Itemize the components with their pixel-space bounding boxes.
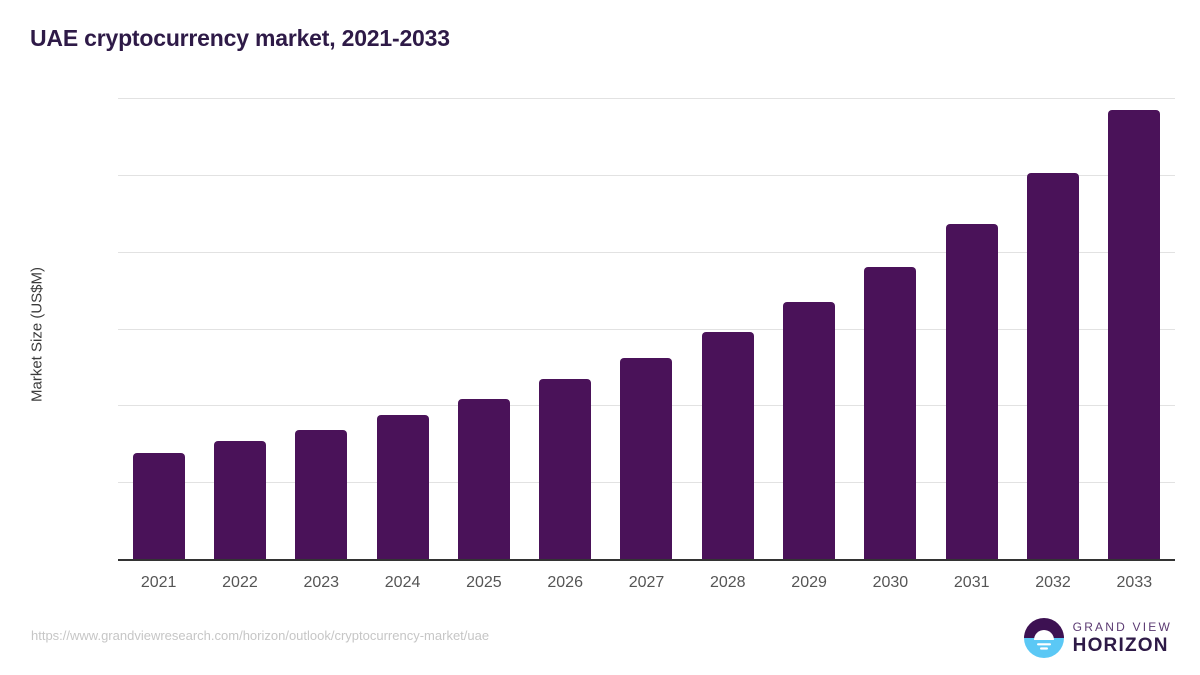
gridline [118, 98, 1175, 99]
bar-slot [118, 98, 199, 559]
x-tick-label: 2024 [384, 574, 421, 591]
bar-slot [1094, 98, 1175, 559]
x-tick-label: 2030 [872, 574, 909, 591]
brand-logo[interactable]: GRAND VIEW HORIZON [1023, 618, 1172, 658]
bar[interactable] [701, 331, 754, 559]
logo-text-horizon: HORIZON [1072, 635, 1169, 656]
bar-slot [362, 98, 443, 559]
bar-slot [931, 98, 1012, 559]
x-tick-label: 2031 [953, 574, 990, 591]
bar[interactable] [620, 357, 673, 559]
bar[interactable] [783, 302, 836, 559]
bar[interactable] [539, 379, 592, 559]
bar-slot [525, 98, 606, 559]
bar[interactable] [945, 224, 998, 559]
x-tick-label: 2027 [628, 574, 665, 591]
x-axis-line [118, 559, 1175, 561]
bar-slot [687, 98, 768, 559]
gridline [118, 174, 1175, 176]
y-axis-title: Market Size (US$M) [28, 266, 46, 403]
bar-slot [768, 98, 849, 559]
source-url[interactable]: https://www.grandviewresearch.com/horizo… [31, 628, 490, 643]
x-tick-label: 2028 [709, 574, 746, 591]
x-tick-label: 2023 [303, 574, 340, 591]
bar[interactable] [132, 452, 185, 559]
gridline [118, 251, 1175, 253]
x-tick-label: 2022 [222, 574, 258, 591]
bar[interactable] [457, 399, 510, 559]
x-tick-label: 2032 [1035, 574, 1071, 591]
bar-series [118, 98, 1175, 559]
x-tick-label: 2021 [140, 574, 177, 591]
gridline [118, 328, 1175, 330]
bar[interactable] [213, 440, 266, 559]
logo-text-grand-view: GRAND VIEW [1072, 620, 1172, 634]
logo-wordmark: GRAND VIEW HORIZON [1073, 621, 1172, 655]
x-tick-label: 2033 [1116, 574, 1153, 591]
bar[interactable] [376, 414, 429, 559]
bar[interactable] [1027, 173, 1080, 559]
x-tick-label: 2025 [466, 574, 502, 591]
bar-slot [850, 98, 931, 559]
bar-slot [281, 98, 362, 559]
x-tick-label: 2029 [791, 574, 827, 591]
page-title: UAE cryptocurrency market, 2021-2033 [30, 25, 450, 51]
bar-slot [443, 98, 524, 559]
bar[interactable] [295, 429, 348, 559]
bar-slot [1012, 98, 1093, 559]
bar-slot [606, 98, 687, 559]
bar[interactable] [864, 267, 917, 559]
horizon-circle-icon [1023, 618, 1064, 658]
bar[interactable] [1108, 110, 1161, 559]
bar-slot [199, 98, 280, 559]
x-tick-label: 2026 [547, 574, 583, 591]
plot-area: 050100150200250300 202120222023202420252… [118, 98, 1175, 591]
